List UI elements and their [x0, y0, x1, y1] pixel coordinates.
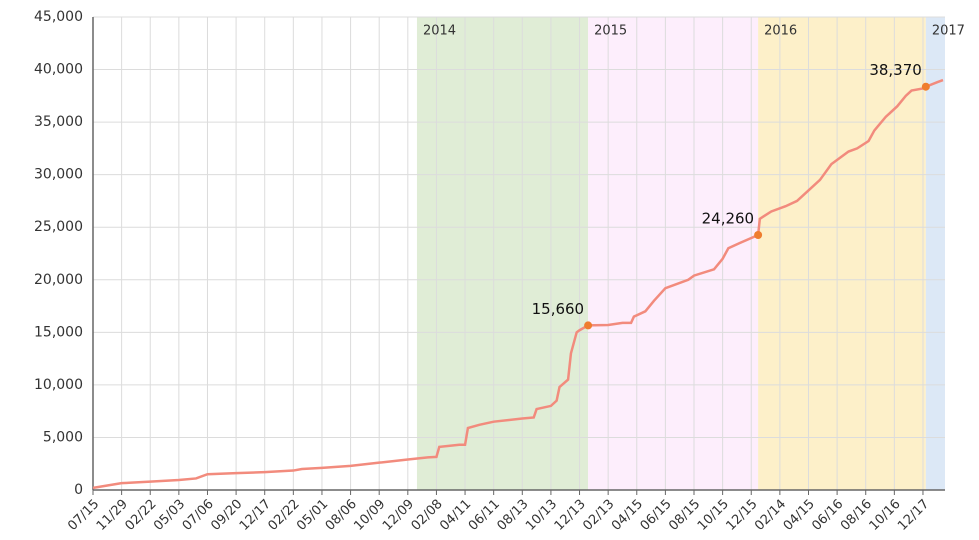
x-tick-label: 04/15: [781, 497, 818, 534]
x-tick-label: 11/29: [94, 497, 131, 534]
x-tick-label: 07/15: [65, 497, 102, 534]
x-tick-label: 10/13: [523, 497, 560, 534]
x-tick-label: 08/16: [838, 497, 875, 534]
x-tick-label: 04/15: [609, 497, 646, 534]
x-tick-label: 08/15: [666, 497, 703, 534]
y-tick-label: 40,000: [34, 62, 83, 78]
regions: [416, 17, 945, 490]
x-tick-label: 06/15: [638, 497, 675, 534]
y-tick-label: 35,000: [34, 114, 83, 130]
y-tick-label: 45,000: [34, 9, 83, 25]
x-tick-label: 06/11: [466, 497, 503, 534]
y-tick-label: 15,000: [34, 324, 83, 340]
annotation-label: 38,370: [869, 61, 922, 79]
x-tick-label: 08/06: [323, 497, 360, 534]
annotation-dot: [754, 231, 763, 240]
x-tick-label: 05/03: [151, 497, 188, 534]
x-tick-label: 12/15: [723, 497, 760, 534]
x-tick-label: 08/13: [494, 497, 531, 534]
x-tick-label: 02/22: [122, 497, 159, 534]
x-tick-label: 12/13: [552, 497, 589, 534]
x-tick-label: 12/17: [895, 497, 932, 534]
year-region: [925, 17, 945, 490]
x-tick-label: 12/09: [380, 497, 417, 534]
region-label: 2016: [764, 24, 797, 39]
grid: [92, 16, 945, 495]
x-tick-label: 10/15: [695, 497, 732, 534]
region-label: 2017: [932, 24, 965, 39]
marks: [92, 78, 944, 490]
region-label: 2015: [594, 24, 627, 39]
x-tick-label: 02/13: [580, 497, 617, 534]
region-label: 2014: [423, 24, 456, 39]
x-tick-label: 10/09: [351, 497, 388, 534]
x-tick-label: 12/17: [237, 497, 274, 534]
x-tick-label: 10/16: [867, 497, 904, 534]
x-tick-label: 04/11: [437, 497, 474, 534]
x-tick-label: 06/16: [809, 497, 846, 534]
y-tick-label: 20,000: [34, 272, 83, 288]
year-region: [588, 17, 759, 490]
annotation-dot: [584, 321, 593, 330]
y-tick-label: 0: [74, 482, 83, 498]
year-region: [416, 17, 589, 490]
y-tick-label: 25,000: [34, 219, 83, 235]
x-tick-label: 09/20: [208, 497, 245, 534]
x-tick-label: 02/22: [266, 497, 303, 534]
annotation-label: 24,260: [702, 210, 755, 228]
x-tick-label: 05/01: [294, 497, 331, 534]
year-region: [758, 17, 926, 490]
annotation-label: 15,660: [532, 300, 585, 318]
x-tick-label: 02/14: [752, 497, 789, 534]
annotation-dot: [921, 82, 930, 91]
y-tick-label: 30,000: [34, 167, 83, 183]
x-tick-label: 07/06: [180, 497, 217, 534]
y-tick-label: 10,000: [34, 377, 83, 393]
y-tick-label: 5,000: [43, 429, 83, 445]
line: [92, 78, 944, 490]
x-tick-label: 02/08: [409, 497, 446, 534]
